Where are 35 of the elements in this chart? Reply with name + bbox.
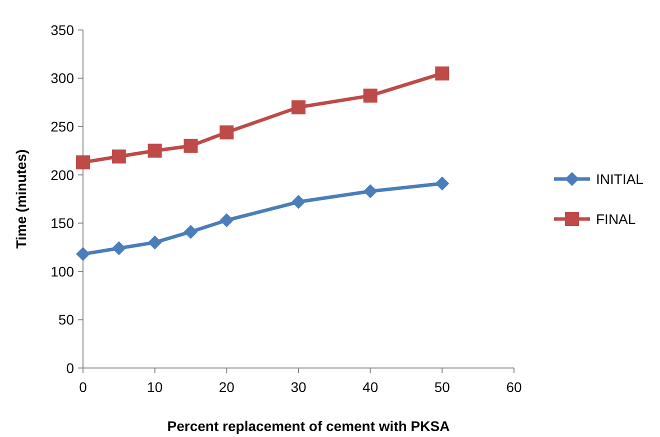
- y-tick-label: 350: [50, 22, 74, 38]
- legend-label: FINAL: [596, 210, 636, 227]
- point: [363, 88, 378, 103]
- x-tick-label: 30: [290, 379, 306, 395]
- y-axis-title: Time (minutes): [13, 149, 29, 249]
- point: [363, 184, 378, 198]
- y-tick-label: 0: [66, 360, 74, 376]
- point: [184, 138, 198, 153]
- x-tick-label: 50: [434, 379, 450, 395]
- point: [112, 241, 126, 256]
- point: [435, 66, 450, 80]
- x-tick-label: 60: [506, 379, 522, 395]
- point: [435, 176, 450, 191]
- y-tick-label: 50: [58, 312, 74, 328]
- x-tick-label: 0: [79, 379, 88, 395]
- x-tick-label: 40: [362, 379, 378, 395]
- y-tick-label: 250: [50, 118, 74, 134]
- point: [220, 213, 234, 228]
- point: [292, 194, 306, 209]
- point: [184, 224, 198, 239]
- x-tick-label: 10: [147, 379, 163, 395]
- x-axis-title: Percent replacement of cement with PKSA: [167, 418, 450, 434]
- point: [220, 125, 234, 140]
- point: [148, 144, 162, 158]
- y-tick-label: 300: [50, 70, 74, 86]
- legend-label: INITIAL: [596, 170, 644, 187]
- point: [76, 247, 90, 262]
- y-tick-label: 200: [50, 166, 74, 183]
- point: [292, 100, 306, 114]
- y-tick-label: 100: [50, 263, 74, 280]
- y-tick-label: 150: [50, 215, 74, 232]
- point: [112, 150, 126, 164]
- point: [76, 155, 90, 170]
- x-tick-label: 20: [218, 379, 235, 395]
- point: [148, 235, 162, 250]
